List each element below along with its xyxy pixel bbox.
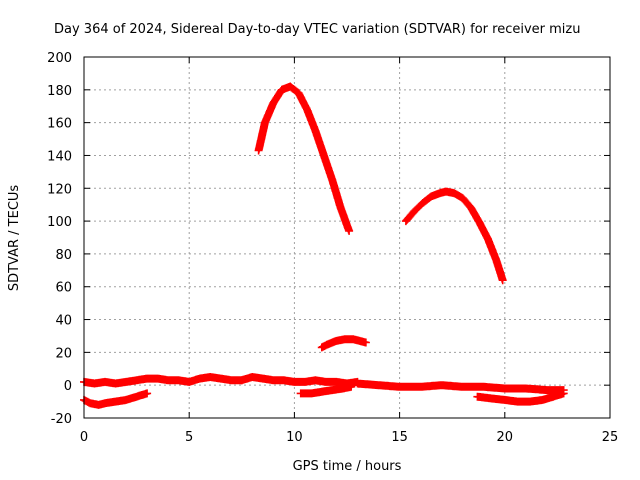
- y-tick-label: 20: [55, 346, 72, 361]
- x-axis-label: GPS time / hours: [293, 459, 402, 474]
- x-tick-label: 20: [497, 430, 514, 445]
- x-tick-label: 10: [286, 430, 303, 445]
- x-tick-label: 25: [602, 430, 619, 445]
- point-markers: [353, 379, 568, 395]
- series-baseline-afternoon: [353, 379, 568, 395]
- series-baseline-day: [237, 373, 362, 388]
- point-markers: [473, 389, 568, 406]
- series-arc-high-1: [254, 82, 354, 235]
- x-tick-label: 15: [391, 430, 408, 445]
- x-tick-label: 0: [80, 430, 88, 445]
- y-tick-label: 160: [47, 117, 72, 132]
- point-markers: [254, 82, 354, 235]
- series-arc-mid: [317, 335, 370, 352]
- y-tick-label: 80: [55, 248, 72, 263]
- data-points: [80, 82, 568, 409]
- y-tick-label: 140: [47, 149, 72, 164]
- plot-frame: [83, 56, 611, 419]
- series-arc-high-2: [401, 187, 507, 285]
- y-axis-label: SDTVAR / TECUs: [7, 185, 22, 292]
- x-tick-label: 5: [185, 430, 193, 445]
- point-markers: [317, 335, 370, 352]
- grid-lines: [84, 57, 610, 418]
- y-tick-label: 40: [55, 314, 72, 329]
- axis-ticks: [83, 56, 611, 419]
- tick-labels: -20 0 20 40 60 80 100 120 140 160 180 200 0 5 10 15 20 25: [47, 51, 618, 445]
- y-tick-label: 0: [64, 379, 72, 394]
- series-arc-low-3: [473, 389, 568, 406]
- y-tick-label: 120: [47, 182, 72, 197]
- y-tick-label: 60: [55, 281, 72, 296]
- point-markers: [296, 382, 356, 398]
- series-arc-low-2: [296, 382, 356, 398]
- y-tick-label: 200: [47, 51, 72, 66]
- y-tick-label: -20: [51, 412, 72, 427]
- point-markers: [401, 187, 507, 285]
- y-tick-label: 100: [47, 215, 72, 230]
- chart-title: Day 364 of 2024, Sidereal Day-to-day VTE…: [54, 22, 580, 37]
- point-markers: [237, 373, 362, 388]
- y-tick-label: 180: [47, 84, 72, 99]
